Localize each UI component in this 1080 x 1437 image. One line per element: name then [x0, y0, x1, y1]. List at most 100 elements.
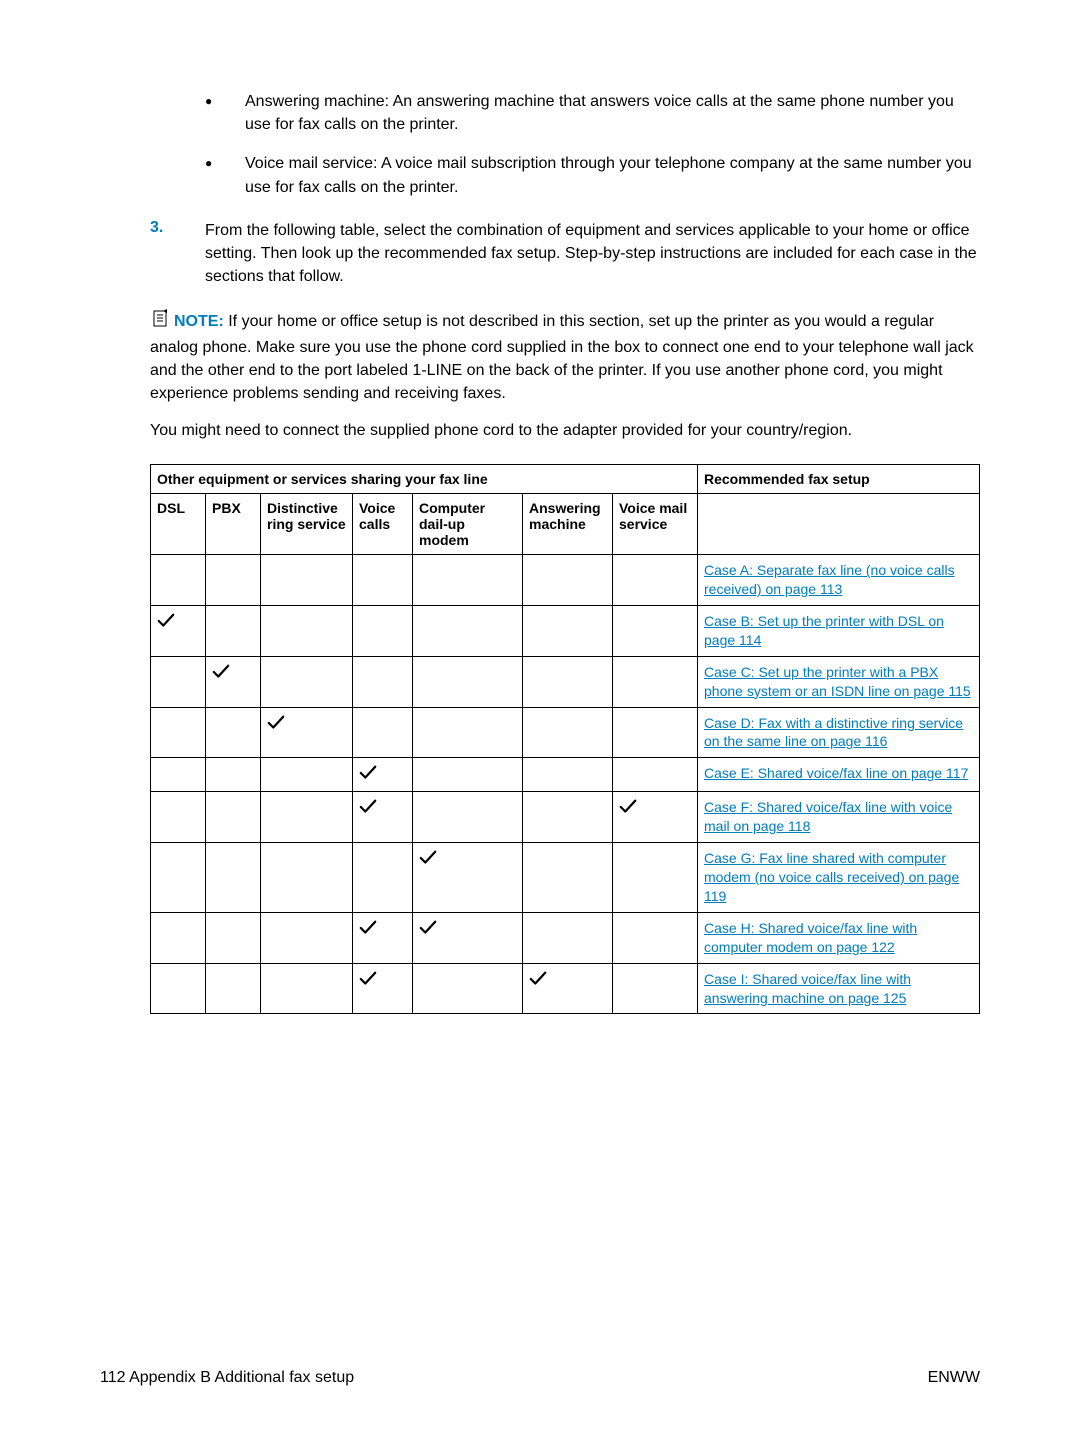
col-header: Answering machine	[523, 494, 613, 555]
check-cell	[353, 758, 413, 792]
check-cell	[523, 792, 613, 843]
recommended-setup-cell: Case C: Set up the printer with a PBX ph…	[698, 656, 980, 707]
check-cell	[206, 656, 261, 707]
step-number: 3.	[150, 219, 205, 289]
check-cell	[413, 707, 523, 758]
check-cell	[613, 963, 698, 1014]
table-row: Case B: Set up the printer with DSL on p…	[151, 606, 980, 657]
check-cell	[206, 792, 261, 843]
recommended-setup-cell: Case H: Shared voice/fax line with compu…	[698, 912, 980, 963]
col-header: DSL	[151, 494, 206, 555]
check-cell	[151, 606, 206, 657]
table-header-row: DSL PBX Distinctive ring service Voice c…	[151, 494, 980, 555]
case-link[interactable]: Case F: Shared voice/fax line with voice…	[704, 799, 952, 834]
check-cell	[353, 606, 413, 657]
check-cell	[206, 606, 261, 657]
fax-setup-table: Other equipment or services sharing your…	[150, 464, 980, 1014]
check-cell	[151, 555, 206, 606]
check-cell	[151, 656, 206, 707]
col-header: Distinctive ring service	[261, 494, 353, 555]
page-number: 112	[100, 1369, 126, 1386]
case-link[interactable]: Case I: Shared voice/fax line with answe…	[704, 971, 911, 1006]
col-header: PBX	[206, 494, 261, 555]
check-cell	[523, 758, 613, 792]
check-cell	[261, 707, 353, 758]
check-cell	[261, 656, 353, 707]
bullet-item: Answering machine: An answering machine …	[205, 90, 980, 136]
check-cell	[353, 707, 413, 758]
footer-right: ENWW	[928, 1369, 980, 1387]
check-cell	[353, 843, 413, 913]
check-cell	[613, 843, 698, 913]
check-cell	[613, 912, 698, 963]
check-cell	[353, 656, 413, 707]
case-link[interactable]: Case A: Separate fax line (no voice call…	[704, 562, 955, 597]
col-header: Computer dail-up modem	[413, 494, 523, 555]
footer-left: 112 Appendix B Additional fax setup	[100, 1369, 354, 1387]
recommended-setup-cell: Case A: Separate fax line (no voice call…	[698, 555, 980, 606]
footer-section: Appendix B Additional fax setup	[129, 1369, 354, 1386]
check-cell	[523, 843, 613, 913]
check-cell	[523, 963, 613, 1014]
step-text: From the following table, select the com…	[205, 219, 980, 289]
case-link[interactable]: Case C: Set up the printer with a PBX ph…	[704, 664, 971, 699]
check-cell	[261, 963, 353, 1014]
case-link[interactable]: Case H: Shared voice/fax line with compu…	[704, 920, 917, 955]
check-cell	[523, 555, 613, 606]
table-row: Case E: Shared voice/fax line on page 11…	[151, 758, 980, 792]
check-cell	[613, 758, 698, 792]
case-link[interactable]: Case G: Fax line shared with computer mo…	[704, 850, 959, 904]
check-cell	[206, 758, 261, 792]
note-block: NOTE: If your home or office setup is no…	[150, 308, 980, 405]
check-cell	[413, 555, 523, 606]
col-header: Voice mail service	[613, 494, 698, 555]
table-row: Case A: Separate fax line (no voice call…	[151, 555, 980, 606]
adapter-paragraph: You might need to connect the supplied p…	[150, 419, 980, 442]
check-cell	[206, 707, 261, 758]
check-cell	[413, 606, 523, 657]
table-group-header-right: Recommended fax setup	[698, 465, 980, 494]
col-header-empty	[698, 494, 980, 555]
check-cell	[206, 555, 261, 606]
bullet-item: Voice mail service: A voice mail subscri…	[205, 152, 980, 198]
case-link[interactable]: Case E: Shared voice/fax line on page 11…	[704, 765, 968, 781]
recommended-setup-cell: Case E: Shared voice/fax line on page 11…	[698, 758, 980, 792]
check-cell	[261, 792, 353, 843]
recommended-setup-cell: Case F: Shared voice/fax line with voice…	[698, 792, 980, 843]
page-footer: 112 Appendix B Additional fax setup ENWW	[100, 1369, 980, 1387]
check-cell	[206, 963, 261, 1014]
table-row: Case G: Fax line shared with computer mo…	[151, 843, 980, 913]
check-cell	[413, 912, 523, 963]
table-row: Case F: Shared voice/fax line with voice…	[151, 792, 980, 843]
check-cell	[353, 555, 413, 606]
check-cell	[151, 758, 206, 792]
check-cell	[261, 912, 353, 963]
table-group-header-left: Other equipment or services sharing your…	[151, 465, 698, 494]
check-cell	[613, 555, 698, 606]
check-cell	[151, 963, 206, 1014]
recommended-setup-cell: Case D: Fax with a distinctive ring serv…	[698, 707, 980, 758]
table-row: Case C: Set up the printer with a PBX ph…	[151, 656, 980, 707]
check-cell	[613, 606, 698, 657]
table-row: Case H: Shared voice/fax line with compu…	[151, 912, 980, 963]
recommended-setup-cell: Case G: Fax line shared with computer mo…	[698, 843, 980, 913]
check-cell	[353, 912, 413, 963]
table-body: Case A: Separate fax line (no voice call…	[151, 555, 980, 1014]
check-cell	[613, 656, 698, 707]
case-link[interactable]: Case D: Fax with a distinctive ring serv…	[704, 715, 963, 750]
check-cell	[523, 606, 613, 657]
check-cell	[261, 843, 353, 913]
table-row: Case D: Fax with a distinctive ring serv…	[151, 707, 980, 758]
check-cell	[523, 656, 613, 707]
check-cell	[353, 792, 413, 843]
check-cell	[523, 912, 613, 963]
bullet-list: Answering machine: An answering machine …	[205, 90, 980, 199]
table-row: Case I: Shared voice/fax line with answe…	[151, 963, 980, 1014]
check-cell	[151, 707, 206, 758]
page-root: Answering machine: An answering machine …	[0, 0, 1080, 1437]
check-cell	[261, 606, 353, 657]
case-link[interactable]: Case B: Set up the printer with DSL on p…	[704, 613, 944, 648]
check-cell	[261, 555, 353, 606]
check-cell	[413, 843, 523, 913]
col-header: Voice calls	[353, 494, 413, 555]
